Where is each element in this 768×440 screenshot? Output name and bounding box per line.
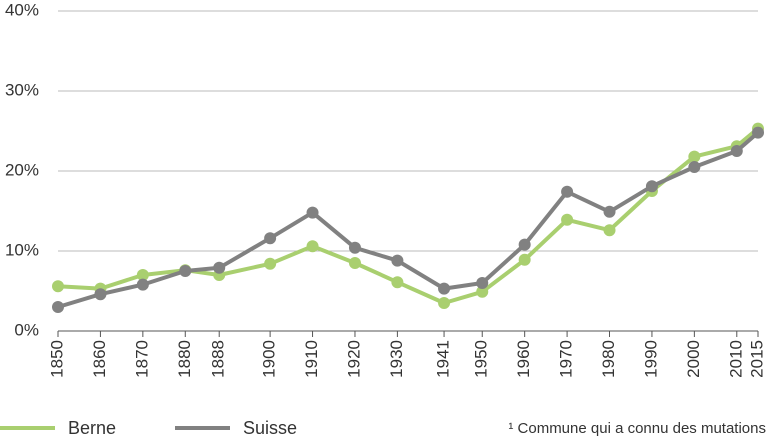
x-tick-label: 1920 — [344, 340, 363, 378]
point — [730, 145, 743, 157]
x-tick-label: 2000 — [684, 340, 703, 378]
x-tick-label: 1941 — [434, 340, 453, 378]
point — [391, 254, 404, 267]
y-tick-label: 10% — [5, 240, 39, 259]
x-tick-label: 1850 — [47, 340, 66, 378]
x-tick-label: 1980 — [599, 340, 618, 378]
point — [603, 205, 616, 218]
series-line — [57, 127, 760, 305]
footnote: ¹ Commune qui a connu des mutations — [508, 420, 766, 437]
point — [213, 261, 226, 274]
point — [136, 269, 149, 281]
point — [52, 301, 64, 313]
point — [179, 265, 192, 277]
point — [52, 280, 64, 293]
x-tick-label: 1970 — [557, 340, 576, 378]
series-line — [57, 131, 760, 309]
point — [438, 297, 451, 309]
point — [348, 241, 361, 254]
point — [688, 150, 701, 163]
y-tick-label: 40% — [5, 0, 39, 19]
x-tick-label: 1870 — [132, 340, 151, 378]
legend-label: Suisse — [243, 418, 297, 438]
x-tick-label: 1880 — [175, 340, 194, 378]
x-tick-label: 1950 — [472, 340, 491, 378]
point — [94, 288, 107, 301]
point — [391, 276, 404, 289]
point — [752, 126, 764, 139]
point — [438, 282, 451, 295]
y-tick-label: 0% — [14, 320, 39, 339]
y-tick-label: 20% — [5, 160, 39, 179]
legend-label: Berne — [68, 418, 116, 438]
x-tick-label: 1930 — [387, 340, 406, 378]
x-tick-label: 1860 — [90, 340, 109, 378]
point — [264, 257, 277, 270]
point — [264, 232, 277, 245]
point — [518, 253, 531, 266]
x-tick-label: 1900 — [260, 340, 279, 378]
y-tick-label: 30% — [5, 80, 39, 99]
point — [476, 277, 489, 289]
point — [645, 180, 658, 193]
point — [136, 278, 149, 291]
point — [603, 224, 616, 237]
x-tick-label: 2010 — [726, 340, 745, 378]
x-tick-label: 1960 — [514, 340, 533, 378]
point — [306, 206, 319, 219]
point — [518, 238, 531, 251]
point — [688, 161, 701, 173]
x-tick-label: 1990 — [641, 340, 660, 378]
x-tick-label: 1888 — [209, 340, 228, 378]
point — [561, 213, 574, 226]
x-tick-label: 1910 — [302, 340, 321, 378]
point — [306, 240, 319, 253]
x-tick-label: 2015 — [747, 340, 766, 378]
point — [561, 185, 574, 198]
point — [476, 285, 489, 298]
point — [348, 257, 361, 269]
